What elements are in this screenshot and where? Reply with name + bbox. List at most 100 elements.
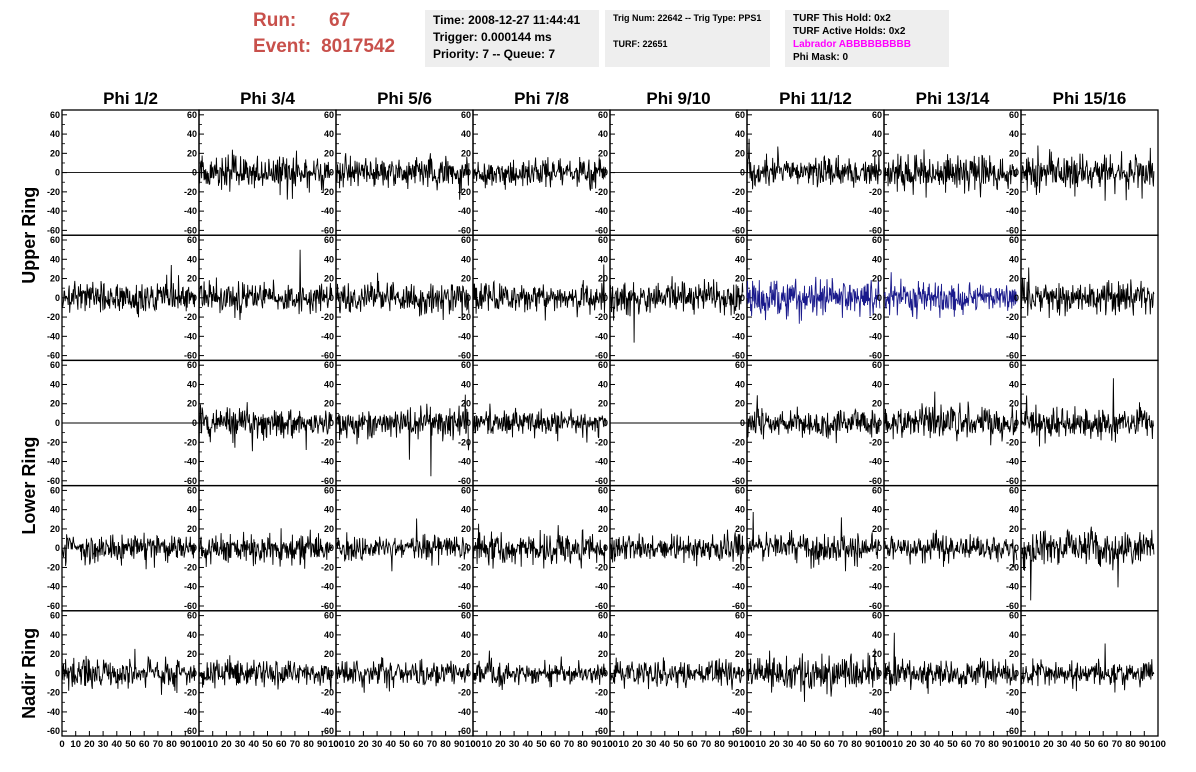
y-tick-label: 40	[50, 254, 60, 264]
x-tick-label: 100	[876, 739, 892, 750]
y-tick-label: 40	[187, 129, 197, 139]
y-tick-label: 20	[187, 148, 197, 158]
time-info-box: Time: 2008-12-27 11:44:41 Trigger: 0.000…	[425, 10, 599, 67]
y-tick-label: -60	[869, 726, 882, 736]
turf-number-text: TURF: 22651	[613, 39, 668, 49]
y-tick-label: -20	[321, 562, 334, 572]
trig-info-box: Trig Num: 22642 -- Trig Type: PPS1 TURF:…	[605, 10, 770, 67]
x-tick-label: 0	[196, 739, 201, 750]
y-tick-label: -20	[458, 312, 471, 322]
y-tick-label: -40	[732, 206, 745, 216]
y-tick-label: -40	[458, 457, 471, 467]
y-tick-label: 40	[1009, 379, 1019, 389]
priority-text: Priority: 7 -- Queue: 7	[433, 47, 556, 61]
y-tick-label: -60	[595, 601, 608, 611]
y-tick-label: 40	[461, 129, 471, 139]
x-tick-label: 70	[290, 739, 301, 750]
y-tick-label: 20	[1009, 524, 1019, 534]
y-tick-label: -20	[184, 437, 197, 447]
y-tick-label: 0	[1014, 293, 1019, 303]
y-tick-label: -60	[47, 726, 60, 736]
waveform-trace	[1020, 526, 1155, 601]
x-tick-label: 80	[1125, 739, 1136, 750]
x-tick-label: 0	[1018, 739, 1023, 750]
y-tick-label: 20	[187, 399, 197, 409]
y-tick-label: 0	[740, 543, 745, 553]
y-tick-label: 0	[1014, 168, 1019, 178]
x-tick-label: 40	[934, 739, 945, 750]
y-tick-label: 60	[598, 235, 608, 245]
y-tick-label: -20	[47, 312, 60, 322]
y-tick-label: -20	[1006, 688, 1019, 698]
x-tick-label: 80	[988, 739, 999, 750]
y-tick-label: -40	[321, 206, 334, 216]
y-tick-label: -20	[869, 688, 882, 698]
y-tick-label: 40	[872, 379, 882, 389]
y-tick-label: -20	[732, 437, 745, 447]
y-tick-label: 0	[55, 668, 60, 678]
x-tick-label: 80	[577, 739, 588, 750]
y-tick-label: 20	[50, 148, 60, 158]
y-tick-label: -60	[458, 601, 471, 611]
x-tick-label: 30	[372, 739, 383, 750]
run-line: Run: 67	[253, 8, 423, 34]
y-tick-label: -20	[595, 312, 608, 322]
y-tick-label: -60	[321, 476, 334, 486]
x-tick-label: 100	[191, 739, 207, 750]
y-tick-label: -20	[869, 187, 882, 197]
x-tick-label: 0	[333, 739, 338, 750]
y-tick-label: -60	[869, 225, 882, 235]
y-tick-label: 20	[324, 524, 334, 534]
x-tick-label: 40	[523, 739, 534, 750]
y-tick-label: 60	[324, 110, 334, 120]
column-header: Phi 11/12	[779, 89, 852, 108]
y-tick-label: -60	[595, 225, 608, 235]
y-tick-label: -20	[1006, 437, 1019, 447]
y-tick-label: 60	[598, 360, 608, 370]
waveform-trace	[198, 149, 333, 200]
y-tick-label: -20	[184, 688, 197, 698]
y-tick-label: 20	[598, 148, 608, 158]
y-tick-label: 0	[55, 418, 60, 428]
waveform-trace	[609, 276, 744, 343]
y-tick-label: 20	[461, 399, 471, 409]
run-value: 67	[329, 10, 351, 31]
y-tick-label: 0	[466, 543, 471, 553]
y-tick-label: 60	[735, 235, 745, 245]
waveform-trace	[883, 529, 1018, 568]
y-tick-label: 60	[1009, 360, 1019, 370]
y-tick-label: -20	[321, 437, 334, 447]
y-tick-label: 20	[461, 148, 471, 158]
x-tick-label: 40	[112, 739, 123, 750]
y-tick-label: -60	[184, 476, 197, 486]
y-tick-label: 0	[329, 543, 334, 553]
y-tick-label: 20	[187, 649, 197, 659]
waveform-trace	[472, 156, 607, 191]
x-tick-label: 70	[701, 739, 712, 750]
x-tick-label: 50	[125, 739, 136, 750]
y-tick-label: 60	[324, 485, 334, 495]
run-event-block: Run: 67 Event: 8017542	[253, 8, 423, 60]
y-tick-label: -60	[1006, 351, 1019, 361]
y-tick-label: -40	[1006, 582, 1019, 592]
row-group-label: Nadir Ring	[19, 628, 39, 719]
y-tick-label: -40	[321, 707, 334, 717]
y-tick-label: 20	[872, 524, 882, 534]
y-tick-label: 0	[1014, 418, 1019, 428]
y-tick-label: -60	[321, 225, 334, 235]
waveform-trace	[609, 657, 744, 690]
x-tick-label: 90	[728, 739, 739, 750]
y-tick-label: 40	[735, 129, 745, 139]
y-tick-label: -40	[732, 582, 745, 592]
y-tick-label: -40	[595, 582, 608, 592]
y-tick-label: -60	[869, 476, 882, 486]
y-tick-label: -40	[184, 331, 197, 341]
y-tick-label: 60	[598, 611, 608, 621]
x-tick-label: 30	[1057, 739, 1068, 750]
x-tick-label: 50	[673, 739, 684, 750]
x-tick-label: 0	[470, 739, 475, 750]
y-tick-label: -40	[595, 206, 608, 216]
column-header: Phi 1/2	[103, 89, 158, 108]
y-tick-label: 0	[877, 668, 882, 678]
x-tick-label: 100	[465, 739, 481, 750]
